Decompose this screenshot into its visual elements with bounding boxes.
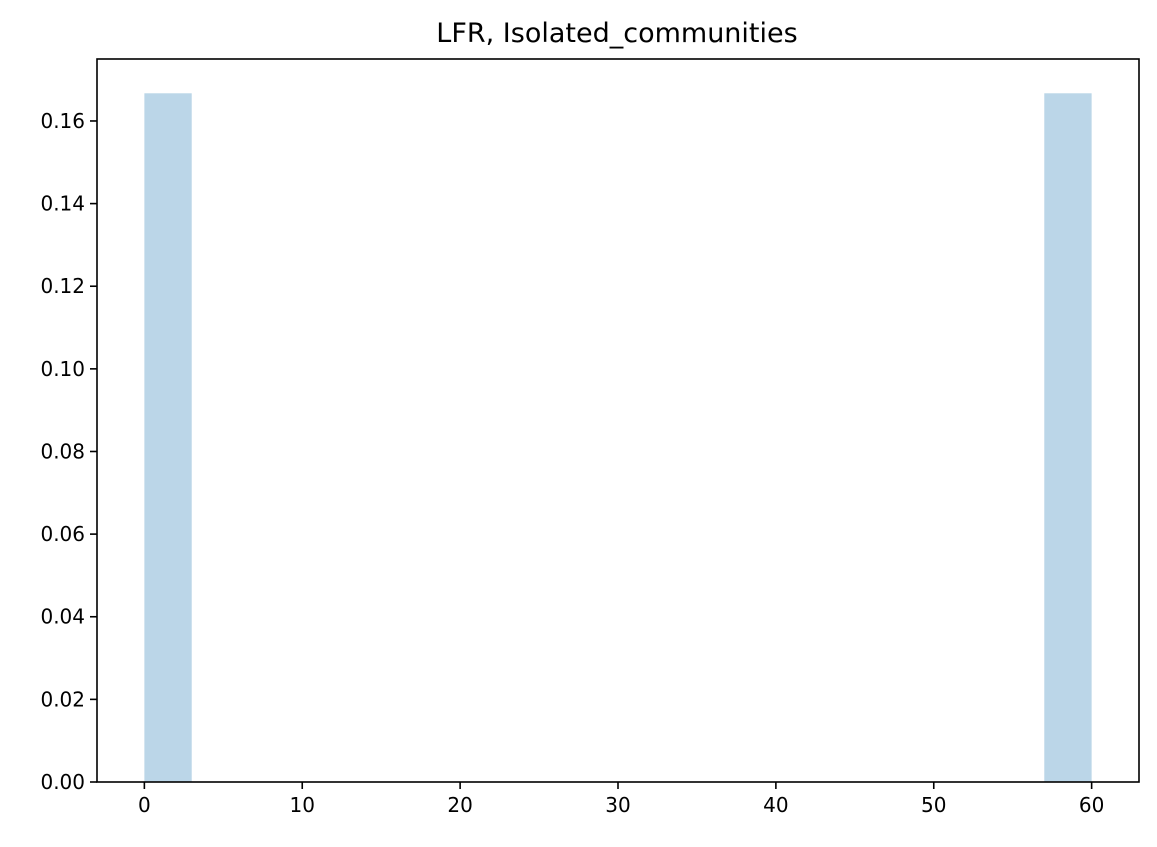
- y-tick-label: 0.06: [40, 522, 85, 546]
- bars-layer: [144, 93, 1092, 783]
- y-tick-label: 0.04: [40, 605, 85, 629]
- y-tick-label: 0.02: [40, 687, 85, 711]
- chart-title: LFR, Isolated_communities: [436, 18, 797, 49]
- y-tick-label: 0.12: [40, 274, 85, 298]
- x-tick-label: 50: [921, 793, 946, 817]
- y-tick-label: 0.08: [40, 439, 85, 463]
- x-tick-label: 10: [290, 793, 315, 817]
- histogram-bar-2: [1044, 93, 1092, 783]
- histogram-bar-1: [144, 93, 192, 783]
- x-tick-label: 20: [447, 793, 472, 817]
- plot-frame: [96, 58, 1140, 783]
- x-tick-label: 40: [763, 793, 788, 817]
- x-tick-label: 0: [138, 793, 151, 817]
- x-axis: 0 10 20 30 40 50 60: [138, 782, 1104, 817]
- y-tick-label: 0.16: [40, 109, 85, 133]
- x-tick-label: 30: [605, 793, 630, 817]
- y-axis: 0.00 0.02 0.04 0.06 0.08 0.10 0.12 0.14 0.16: [40, 109, 97, 794]
- x-tick-label: 60: [1079, 793, 1104, 817]
- y-tick-label: 0.14: [40, 192, 85, 216]
- y-tick-label: 0.10: [40, 357, 85, 381]
- y-tick-label: 0.00: [40, 770, 85, 794]
